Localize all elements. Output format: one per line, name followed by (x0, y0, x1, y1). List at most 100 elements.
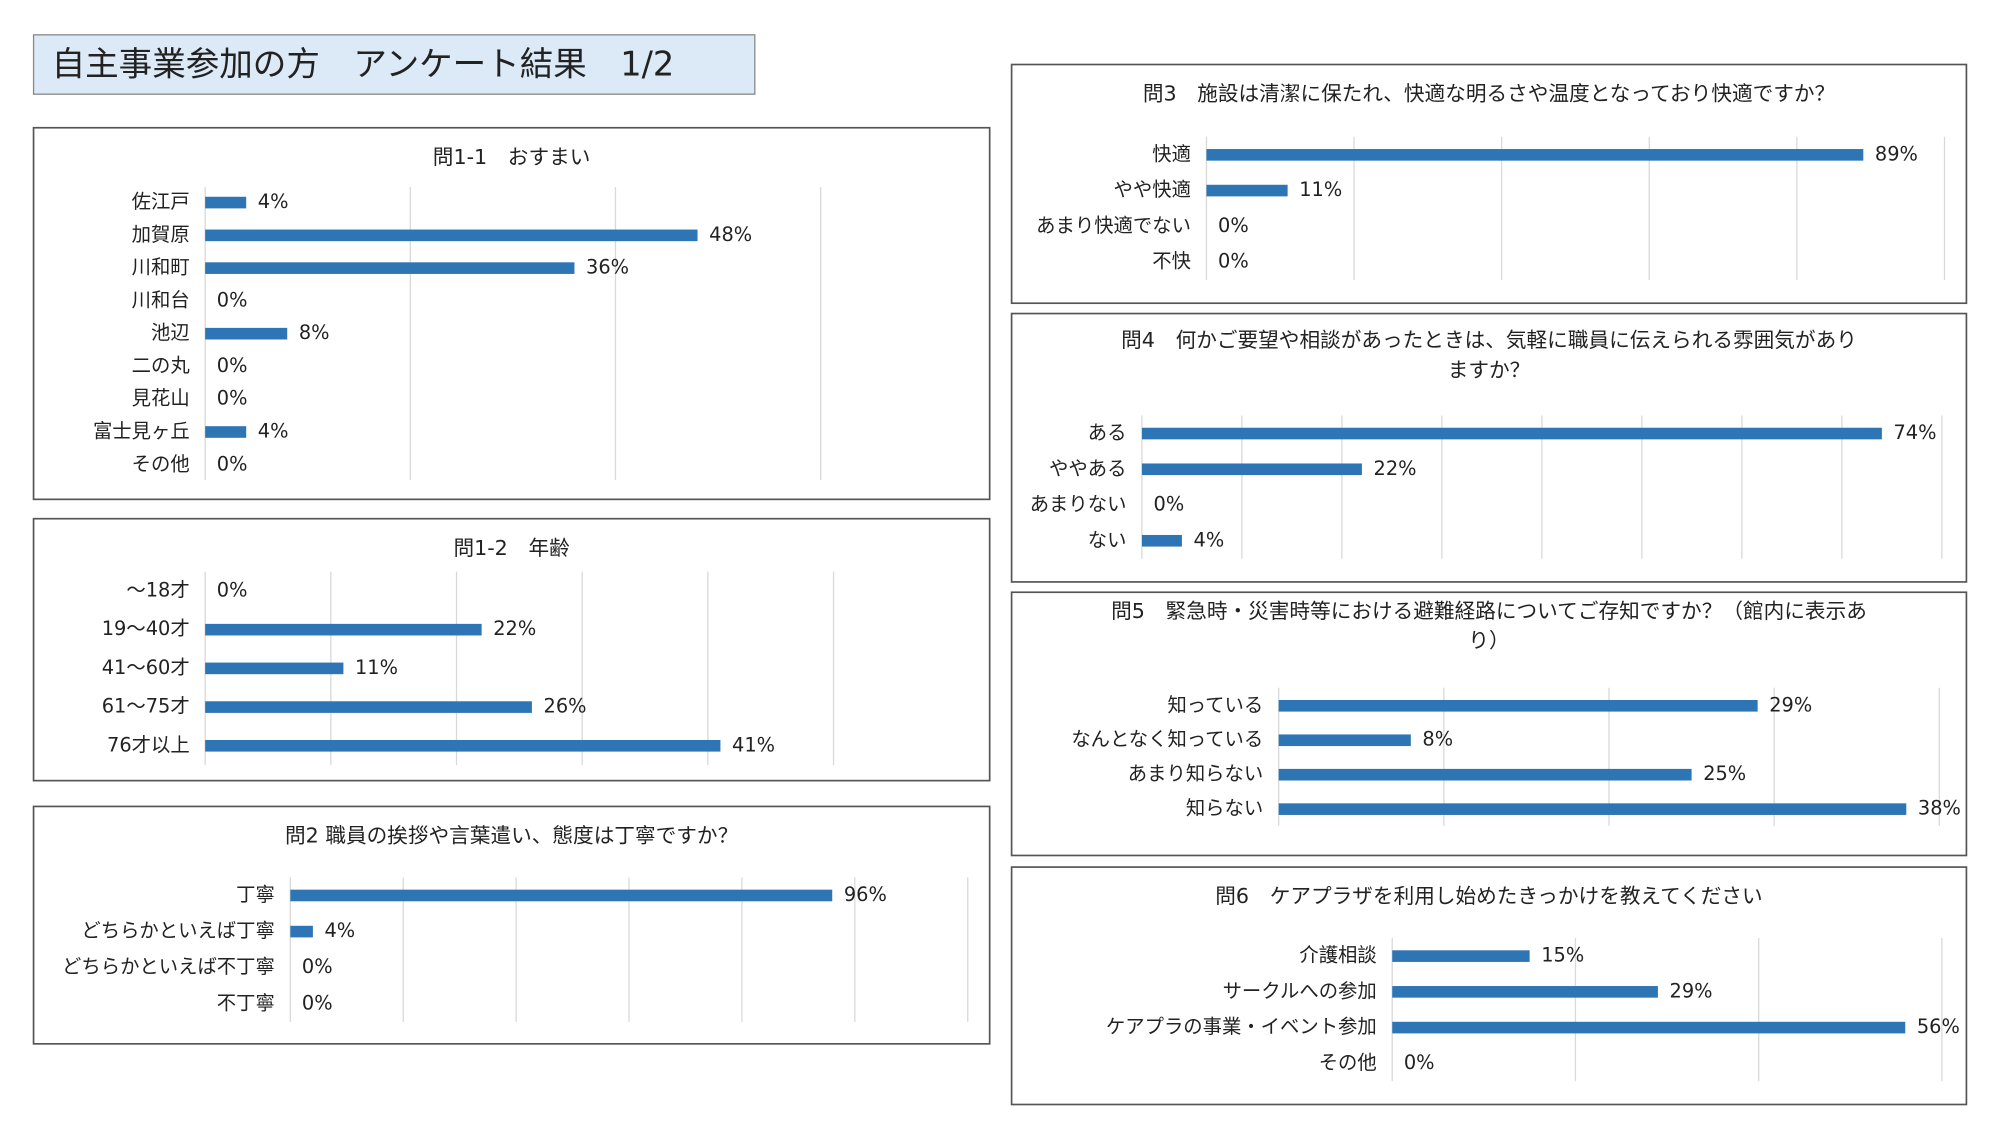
bar (1278, 803, 1907, 815)
data-label: 22% (493, 617, 536, 640)
category-label: その他 (1319, 1051, 1377, 1074)
bar (205, 623, 482, 636)
category-label: 池辺 (151, 321, 190, 344)
page-title: 自主事業参加の方 アンケート結果 1/2 (52, 44, 675, 83)
category-label: 不快 (1152, 250, 1191, 273)
category-label: 加賀原 (132, 223, 190, 246)
data-label: 38% (1918, 797, 1961, 820)
data-label: 11% (1299, 178, 1342, 201)
chart-title-area: 問3 施設は清潔に保たれ、快適な明るさや温度となっており快適ですか？ (1143, 81, 1835, 106)
data-label: 0% (217, 387, 248, 410)
bar (205, 262, 575, 274)
data-label: 0% (302, 955, 333, 978)
data-label: 4% (1194, 528, 1225, 551)
category-label: 76才以上 (107, 733, 190, 756)
chart-title: 問1-1 おすまい (432, 144, 591, 170)
bar (205, 662, 344, 675)
chart-title-area: 問1-2 年齢 (453, 535, 570, 560)
category-label: 19～40才 (102, 617, 190, 640)
chart: 問2 職員の挨拶や言葉遣い、態度は丁寧ですか？ 丁寧 96% どちらかといえば丁寧 4%… (32, 805, 991, 1045)
bar (205, 739, 721, 752)
bar (1278, 699, 1758, 712)
category-label: ややある (1049, 457, 1126, 480)
data-label: 0% (1404, 1051, 1435, 1074)
data-label: 15% (1541, 944, 1584, 967)
data-label: 26% (544, 695, 587, 718)
bar (1206, 184, 1288, 197)
bar (290, 925, 313, 938)
data-label: 0% (217, 354, 248, 377)
bar (1278, 768, 1692, 781)
bar (1392, 950, 1530, 962)
data-label: 0% (217, 288, 248, 311)
chart-title: 問1-2 年齢 (453, 535, 570, 560)
chart-title: 問6 ケアプラザを利用し始めたきっかけを教えてください (1215, 883, 1763, 909)
category-label: あまり知らない (1128, 762, 1263, 785)
bar (205, 701, 532, 713)
category-label: 見花山 (132, 387, 190, 410)
category-label: 川和台 (132, 288, 190, 311)
chart: 問3 施設は清潔に保たれ、快適な明るさや温度となっており快適ですか？ 快適 89% や… (1010, 63, 1968, 305)
category-label: ～18才 (126, 578, 189, 601)
chart: 問4 何かご要望や相談があったときは、気軽に職員に伝えられる雰囲気がありますか？… (1010, 312, 1968, 583)
category-label: 不丁寧 (217, 991, 275, 1014)
bar (1392, 986, 1658, 998)
data-label: 4% (325, 919, 356, 942)
chart-title: 問4 何かご要望や相談があったときは、気軽に職員に伝えられる雰囲気がありますか？ (1121, 327, 1857, 382)
data-label: 8% (299, 321, 330, 344)
category-label: やや快適 (1114, 178, 1191, 201)
bar (1206, 149, 1864, 161)
category-label: どちらかといえば不丁寧 (62, 955, 275, 978)
chart-frame (32, 805, 991, 1045)
chart-title-area: 問2 職員の挨拶や言葉遣い、態度は丁寧ですか？ (284, 823, 739, 848)
data-label: 48% (709, 223, 752, 246)
chart-title-area: 問1-1 おすまい (432, 144, 591, 170)
data-label: 11% (355, 656, 398, 679)
data-label: 56% (1917, 1015, 1960, 1038)
bar (290, 889, 833, 902)
bar (205, 229, 698, 242)
data-label: 36% (586, 256, 629, 279)
category-label: 富士見ヶ丘 (93, 419, 190, 442)
data-label: 4% (258, 190, 289, 213)
chart: 問1-2 年齢 ～18才 0% 19～40才 22% 41～60才 11% 61～75才 26%… (32, 517, 991, 782)
category-label: 61～75才 (102, 695, 190, 718)
data-label: 29% (1769, 693, 1812, 716)
data-label: 22% (1374, 457, 1417, 480)
data-label: 8% (1422, 728, 1453, 751)
category-label: 介護相談 (1299, 944, 1376, 967)
category-label: 二の丸 (132, 354, 190, 377)
data-label: 0% (302, 991, 333, 1014)
bar (205, 327, 288, 340)
data-label: 25% (1703, 762, 1746, 785)
data-label: 0% (217, 452, 248, 475)
bar (1392, 1021, 1906, 1034)
bar (205, 196, 247, 209)
category-label: 川和町 (132, 256, 190, 279)
category-label: なんとなく知っている (1071, 728, 1263, 751)
category-label: サークルへの参加 (1223, 979, 1377, 1002)
chart-title-area: 問5 緊急時・災害時等における避難経路についてご存知ですか？（館内に表示あり） (1111, 599, 1867, 653)
data-label: 89% (1875, 142, 1918, 165)
category-label: ない (1088, 528, 1127, 551)
category-label: 知っている (1167, 693, 1263, 716)
title-box (32, 34, 756, 95)
category-label: 41～60才 (102, 656, 190, 679)
bar (1141, 534, 1182, 547)
data-label: 41% (732, 733, 775, 756)
category-label: 丁寧 (236, 883, 275, 906)
category-label: 快適 (1152, 142, 1191, 165)
category-label: あまりない (1030, 493, 1127, 516)
chart-frame (1010, 63, 1968, 305)
category-label: どちらかといえば丁寧 (81, 919, 274, 942)
bar (1141, 427, 1882, 440)
bar (205, 426, 247, 438)
data-label: 29% (1670, 979, 1713, 1002)
data-label: 0% (217, 578, 248, 601)
chart-title: 問2 職員の挨拶や言葉遣い、態度は丁寧ですか？ (284, 823, 739, 848)
category-label: あまり快適でない (1036, 214, 1191, 237)
